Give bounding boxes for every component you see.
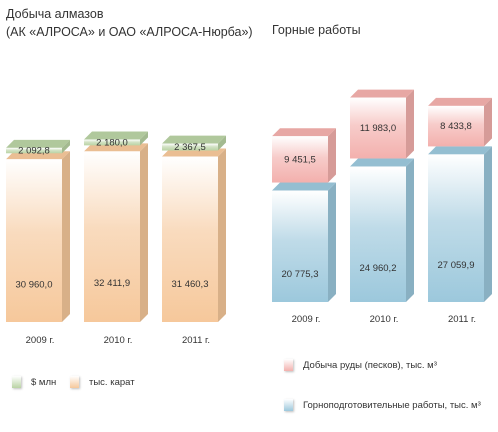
category-label: 2010 г. bbox=[370, 314, 399, 325]
left-chart-title: Добыча алмазов bbox=[6, 7, 104, 21]
bar-1-1-1 bbox=[350, 89, 414, 159]
bar-top bbox=[428, 97, 492, 106]
bar-top bbox=[162, 135, 226, 144]
legend-swatch-stripping bbox=[284, 399, 293, 411]
bar-top bbox=[84, 131, 148, 140]
category-label: 2011 г. bbox=[182, 335, 210, 346]
value-label: 24 960,2 bbox=[360, 263, 397, 274]
bar-1-0-0 bbox=[272, 182, 336, 302]
bar-side bbox=[328, 182, 336, 302]
bar-side bbox=[140, 143, 148, 322]
bar-front bbox=[272, 190, 328, 302]
bar-front bbox=[272, 136, 328, 183]
bar-1-2-1 bbox=[428, 97, 492, 147]
category-label: 2009 г. bbox=[292, 314, 321, 325]
bar-top bbox=[350, 158, 414, 167]
bar-side bbox=[406, 89, 414, 159]
legend-swatch-usd bbox=[12, 376, 21, 388]
bar-front bbox=[428, 154, 484, 302]
bar-front bbox=[84, 139, 140, 146]
bar-top bbox=[272, 182, 336, 191]
bar-side bbox=[484, 97, 492, 147]
bar-top bbox=[428, 146, 492, 155]
value-label: 9 451,5 bbox=[284, 154, 316, 165]
bar-side bbox=[218, 148, 226, 322]
bar-front bbox=[162, 156, 218, 322]
legend-ore: Добыча руды (песков), тыс. м³ bbox=[284, 359, 437, 371]
bar-side bbox=[62, 139, 70, 154]
bar-1-2-0 bbox=[428, 146, 492, 302]
right-chart-title: Горные работы bbox=[272, 23, 361, 37]
legend-carats: тыс. карат bbox=[70, 376, 135, 388]
bar-side bbox=[328, 128, 336, 183]
bar-front bbox=[84, 151, 140, 322]
legend-label-usd: $ млн bbox=[31, 376, 57, 388]
value-label: 30 960,0 bbox=[16, 280, 53, 291]
bar-front bbox=[6, 147, 62, 154]
legend-stripping: Горноподготовительные работы, тыс. м³ bbox=[284, 399, 481, 411]
bar-side bbox=[218, 135, 226, 151]
value-label: 27 059,9 bbox=[438, 260, 475, 271]
legend-swatch-ore bbox=[284, 359, 293, 371]
value-label: 31 460,3 bbox=[172, 279, 209, 290]
bar-0-2-0 bbox=[162, 148, 226, 322]
value-label: 2 092,8 bbox=[18, 146, 50, 157]
category-label: 2010 г. bbox=[104, 335, 133, 346]
bar-side bbox=[62, 151, 70, 322]
legend-label-carats: тыс. карат bbox=[89, 376, 135, 388]
bar-1-0-1 bbox=[272, 128, 336, 183]
legend-usd: $ млн bbox=[12, 376, 56, 388]
category-label: 2011 г. bbox=[448, 314, 476, 325]
bar-side bbox=[140, 131, 148, 146]
value-label: 32 411,9 bbox=[94, 278, 130, 289]
value-label: 20 775,3 bbox=[282, 269, 319, 280]
bar-0-1-1 bbox=[84, 131, 148, 146]
value-label: 2 180,0 bbox=[96, 137, 128, 148]
bar-0-2-1 bbox=[162, 135, 226, 151]
value-label: 8 433,8 bbox=[440, 121, 472, 132]
bar-front bbox=[428, 105, 484, 147]
bar-side bbox=[406, 158, 414, 302]
value-label: 11 983,0 bbox=[360, 123, 396, 134]
value-label: 2 367,5 bbox=[174, 142, 206, 153]
left-chart-subtitle: (АК «АЛРОСА» и ОАО «АЛРОСА-Нюрба») bbox=[6, 25, 253, 39]
bar-top bbox=[272, 128, 336, 137]
category-label: 2009 г. bbox=[26, 335, 55, 346]
legend-swatch-carats bbox=[70, 376, 79, 388]
bar-side bbox=[484, 146, 492, 302]
bar-0-0-0 bbox=[6, 151, 70, 322]
bar-0-0-1 bbox=[6, 139, 70, 154]
bar-front bbox=[6, 159, 62, 322]
legend-label-stripping: Горноподготовительные работы, тыс. м³ bbox=[303, 399, 481, 411]
bar-front bbox=[350, 97, 406, 159]
bar-front bbox=[162, 143, 218, 151]
bar-front bbox=[350, 166, 406, 302]
bar-top bbox=[6, 139, 70, 148]
bar-1-1-0 bbox=[350, 158, 414, 302]
legend-label-ore: Добыча руды (песков), тыс. м³ bbox=[303, 359, 437, 371]
bar-top bbox=[350, 89, 414, 98]
